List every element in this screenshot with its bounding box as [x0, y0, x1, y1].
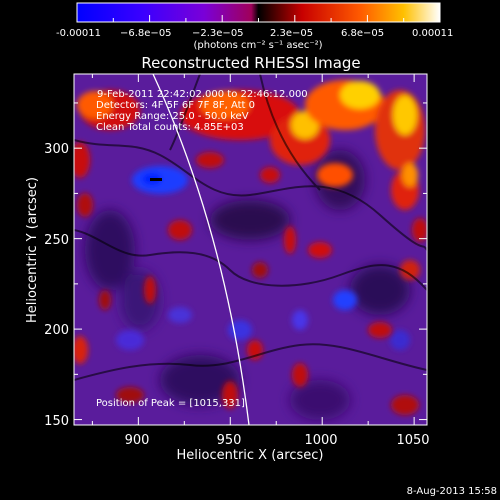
y-axis-label: Heliocentric Y (arcsec): [25, 177, 40, 323]
colorbar: -0.00011 −6.8e−05 −2.3e−05 2.3e−05 6.8e−…: [56, 2, 453, 51]
image-title: Reconstructed RHESSI Image: [141, 54, 360, 72]
peak-position-label: Position of Peak = [1015,331]: [96, 398, 245, 409]
y-tick-label-200: 200: [44, 323, 69, 338]
plot-frame: [73, 73, 428, 426]
colorbar-tick-label-4: 6.8e−05: [341, 28, 384, 39]
info-line-time: 9-Feb-2011 22:42:02.000 to 22:46:12.000: [97, 89, 308, 100]
axis-ticks: [74, 74, 427, 425]
colorbar-tick-label-2: −2.3e−05: [192, 28, 244, 39]
y-tick-label-250: 250: [44, 233, 69, 248]
rhessi-image: [74, 74, 427, 425]
x-tick-label-1000: 1000: [304, 433, 337, 448]
info-line-counts: Clean Total counts: 4.85E+03: [96, 122, 244, 133]
info-line-energy: Energy Range: 25.0 - 50.0 keV: [96, 111, 249, 122]
y-tick-label-300: 300: [44, 142, 69, 157]
peak-marker: [150, 178, 162, 181]
x-tick-label-1050: 1050: [396, 433, 429, 448]
colorbar-tick-label-0: -0.00011: [56, 28, 101, 39]
info-block: 9-Feb-2011 22:42:02.000 to 22:46:12.000 …: [96, 89, 308, 133]
footer-timestamp: 8-Aug-2013 15:58: [407, 486, 497, 497]
solar-limb-line: [152, 74, 250, 425]
colorbar-tick-label-5: 0.00011: [412, 28, 453, 39]
y-tick-label-150: 150: [44, 414, 69, 429]
x-tick-label-900: 900: [125, 433, 150, 448]
info-line-detectors: Detectors: 4F 5F 6F 7F 8F, Att 0: [96, 100, 255, 111]
colorbar-tick-label-3: 2.3e−05: [270, 28, 313, 39]
colorbar-ticks: [76, 15, 441, 22]
x-axis-label: Heliocentric X (arcsec): [177, 448, 324, 463]
colorbar-units-label: (photons cm⁻² s⁻¹ asec⁻²): [193, 40, 322, 51]
colorbar-tick-label-1: −6.8e−05: [120, 28, 172, 39]
x-tick-label-950: 950: [217, 433, 242, 448]
